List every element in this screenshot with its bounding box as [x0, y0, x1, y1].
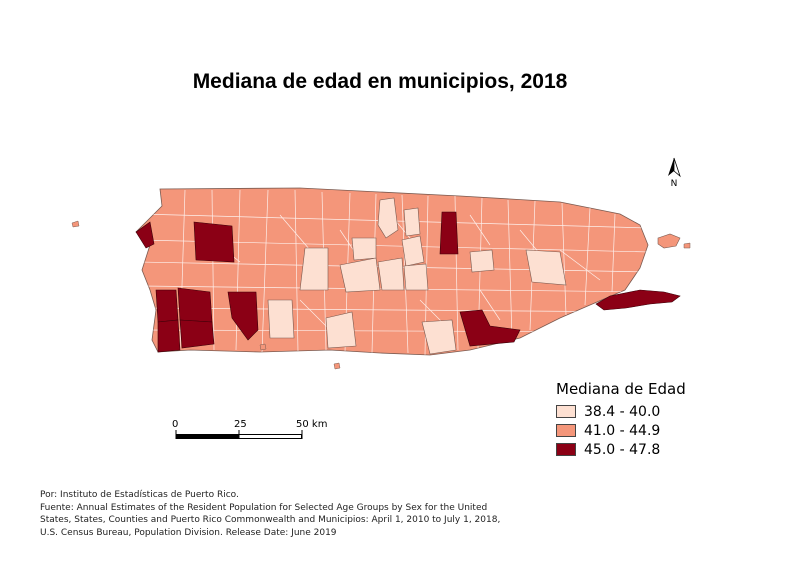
north-label: N	[671, 179, 678, 189]
vieques-island	[595, 289, 681, 311]
culebra-island	[657, 233, 681, 249]
legend-item-low: 38.4 - 40.0	[556, 402, 686, 421]
legend-label-high: 45.0 - 47.8	[584, 441, 661, 458]
map-title: Mediana de edad en municipios, 2018	[192, 70, 568, 93]
source-line-1: Por: Instituto de Estadísticas de Puerto…	[40, 490, 239, 500]
source-note: Por: Instituto de Estadísticas de Puerto…	[40, 489, 500, 539]
legend-item-mid: 41.0 - 44.9	[556, 421, 686, 440]
legend-label-mid: 41.0 - 44.9	[584, 422, 661, 439]
south-cay-2	[259, 343, 267, 351]
scale-bar	[175, 430, 303, 439]
legend-swatch-high	[556, 443, 576, 456]
source-line-2: Fuente: Annual Estimates of the Resident…	[40, 502, 488, 513]
south-cay	[333, 362, 341, 370]
legend-item-high: 45.0 - 47.8	[556, 440, 686, 459]
source-line-3: States, States, Counties and Puerto Rico…	[40, 515, 501, 525]
source-line-4: U.S. Census Bureau, Population Division.…	[40, 527, 337, 538]
legend-title: Mediana de Edad	[556, 380, 686, 398]
class-high-municipios	[135, 211, 521, 353]
culebrita-cay	[683, 242, 691, 249]
north-arrow-icon	[668, 157, 681, 178]
legend-label-low: 38.4 - 40.0	[584, 403, 661, 420]
class-low-municipios	[267, 197, 567, 355]
scale-label-50: 50 km	[296, 419, 328, 430]
legend-swatch-mid	[556, 424, 576, 437]
scale-label-25: 25	[234, 419, 247, 430]
scale-label-0: 0	[172, 419, 179, 430]
desecheo-island	[71, 220, 80, 228]
legend: Mediana de Edad 38.4 - 40.0 41.0 - 44.9 …	[556, 380, 686, 459]
legend-swatch-low	[556, 405, 576, 418]
